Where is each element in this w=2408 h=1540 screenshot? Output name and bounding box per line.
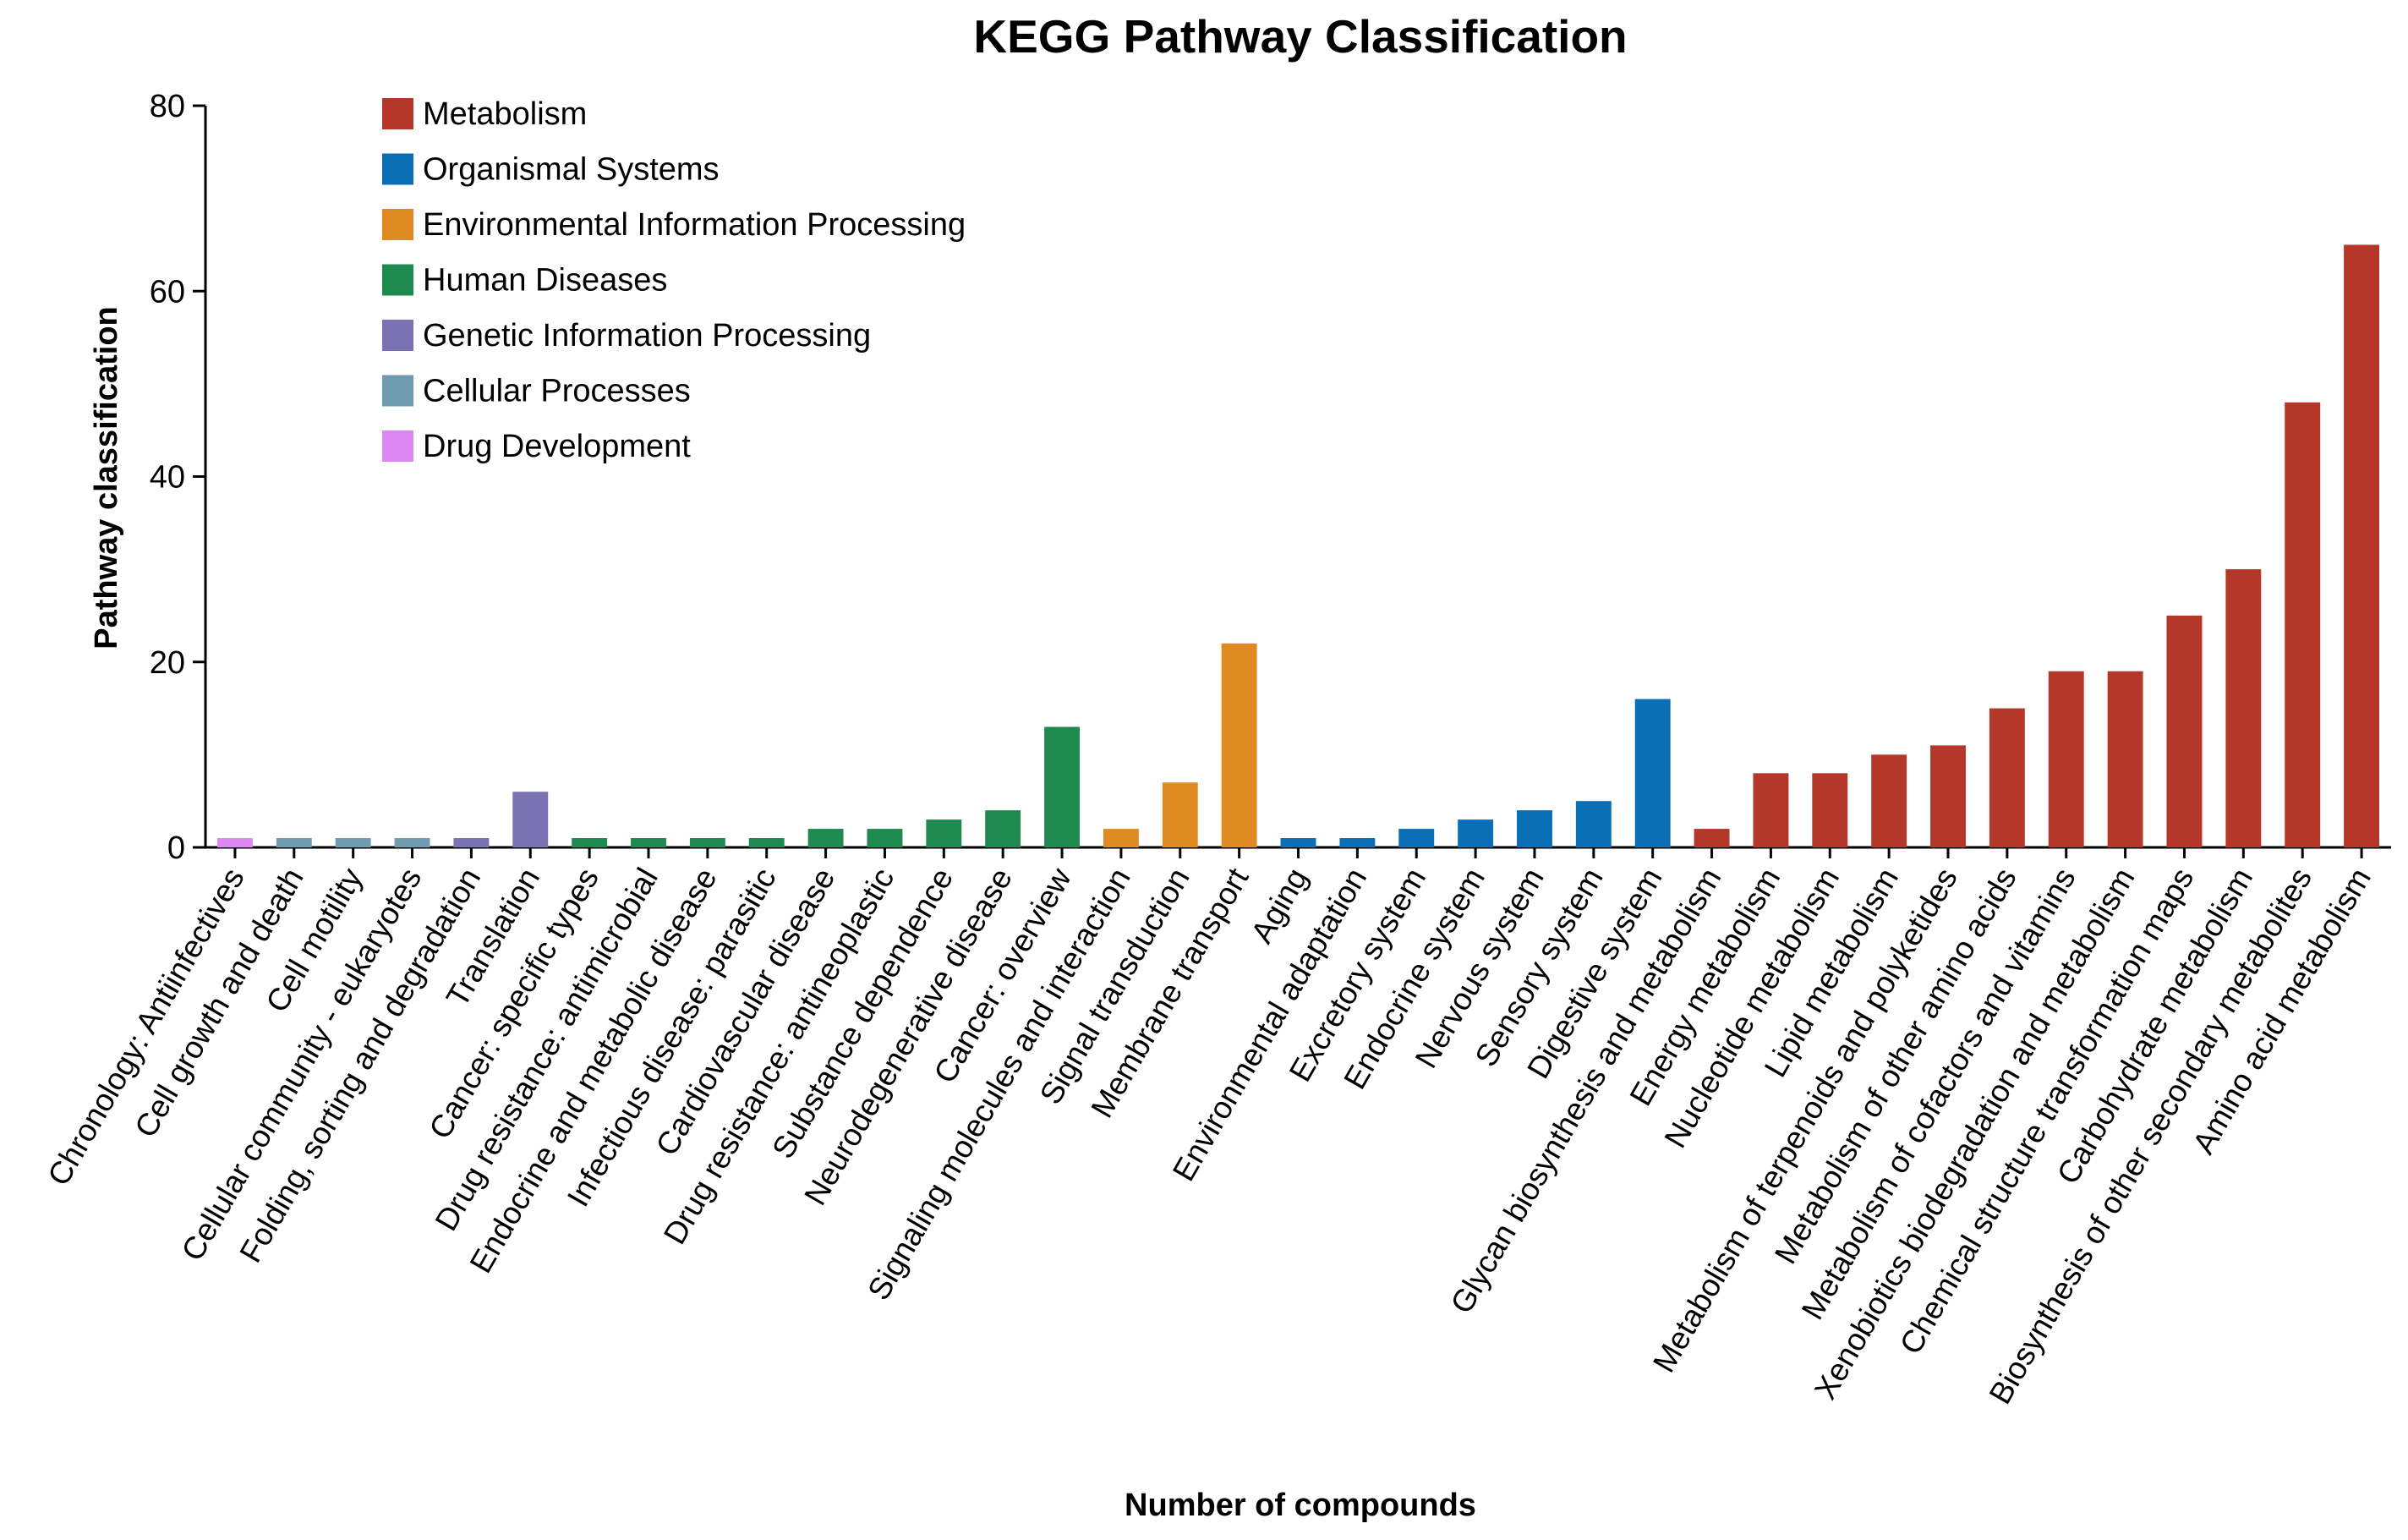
bar-metabolism-of-cofactors-and-vitamins xyxy=(2048,671,2084,847)
bar-cancer-specific-types xyxy=(572,838,608,847)
y-tick-label: 40 xyxy=(150,460,185,496)
bar-chemical-structure-transformation-maps xyxy=(2166,615,2203,847)
y-tick-label: 20 xyxy=(150,645,185,681)
bar-signaling-molecules-and-interaction xyxy=(1103,829,1139,847)
bar-chronology-antiinfectives xyxy=(216,838,253,847)
bar-substance-dependence xyxy=(926,819,962,847)
bar-amino-acid-metabolism xyxy=(2344,244,2380,847)
bar-neurodegenerative-disease xyxy=(985,810,1021,847)
bar-signal-transduction xyxy=(1162,782,1198,847)
bar-cellular-community-eukaryotes xyxy=(394,838,430,847)
legend-label: Human Diseases xyxy=(423,263,667,299)
bar-cell-growth-and-death xyxy=(276,838,312,847)
bar-xenobiotics-biodegradation-and-metabolism xyxy=(2107,671,2143,847)
bar-carbohydrate-metabolism xyxy=(2225,569,2262,847)
bar-biosynthesis-of-other-secondary-metabolites xyxy=(2285,402,2321,847)
legend-label: Environmental Information Processing xyxy=(423,207,966,243)
bar-sensory-system xyxy=(1575,801,1612,847)
legend-swatch-genetic-information-processing xyxy=(382,320,413,351)
bar-endocrine-system xyxy=(1458,819,1494,847)
bar-metabolism-of-terpenoids-and-polyketides xyxy=(1930,745,1966,847)
legend-swatch-organismal-systems xyxy=(382,153,413,185)
legend-swatch-human-diseases xyxy=(382,264,413,296)
bar-excretory-system xyxy=(1398,829,1435,847)
bar-lipid-metabolism xyxy=(1871,754,1907,847)
bar-folding-sorting-and-degradation xyxy=(453,838,490,847)
bar-environmental-adaptation xyxy=(1339,838,1376,847)
legend-swatch-drug-development xyxy=(382,430,413,462)
bars xyxy=(216,244,2380,847)
bar-cardiovascular-disease xyxy=(807,829,844,847)
legend-label: Metabolism xyxy=(423,96,587,132)
y-tick-label: 60 xyxy=(150,274,185,310)
legend: Metabolism Organismal Systems Environmenta… xyxy=(382,96,966,464)
legend-label: Drug Development xyxy=(423,429,691,464)
bar-drug-resistance-antineoplastic xyxy=(867,829,903,847)
bar-drug-resistance-antimicrobial xyxy=(631,838,666,847)
legend-swatch-metabolism xyxy=(382,98,413,129)
bar-cancer-overview xyxy=(1044,726,1080,847)
bar-metabolism-of-other-amino-acids xyxy=(1989,708,2025,847)
bar-nervous-system xyxy=(1517,810,1552,847)
legend-label: Cellular Processes xyxy=(423,374,691,409)
bar-endocrine-and-metabolic-disease xyxy=(689,838,725,847)
legend-label: Genetic Information Processing xyxy=(423,318,871,353)
bar-glycan-biosynthesis-and-metabolism xyxy=(1694,829,1730,847)
y-tick-label: 80 xyxy=(150,89,185,124)
chart-title: KEGG Pathway Classification xyxy=(973,10,1627,63)
bar-cell-motility xyxy=(335,838,371,847)
bar-digestive-system xyxy=(1634,699,1671,847)
legend-swatch-environmental-information-processing xyxy=(382,209,413,240)
bar-infectious-disease-parasitic xyxy=(748,838,785,847)
y-tick-label: 0 xyxy=(167,830,185,866)
bar-nucleotide-metabolism xyxy=(1812,773,1848,847)
bar-aging xyxy=(1280,838,1316,847)
legend-swatch-cellular-processes xyxy=(382,375,413,407)
x-axis-label: Number of compounds xyxy=(1125,1488,1476,1523)
legend-label: Organismal Systems xyxy=(423,152,720,188)
y-axis-label: Pathway classification xyxy=(89,306,124,649)
axes: 0 20 40 60 80 xyxy=(150,89,2391,866)
bar-translation xyxy=(512,792,549,847)
bar-energy-metabolism xyxy=(1753,773,1789,847)
bar-membrane-transport xyxy=(1221,643,1257,847)
